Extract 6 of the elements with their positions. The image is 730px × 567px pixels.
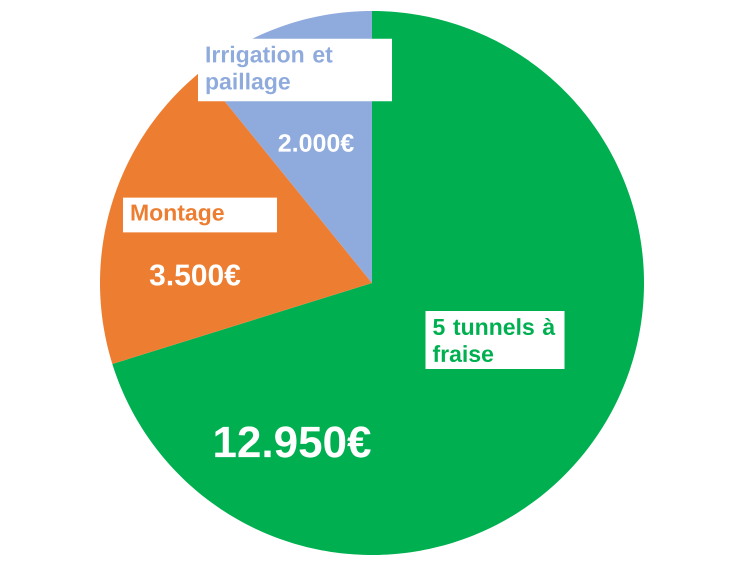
slice-label: 5 tunnels à fraise bbox=[432, 318, 556, 362]
data-label: 2.000€ bbox=[278, 134, 354, 152]
data-label: 3.500€ bbox=[150, 264, 240, 286]
slice-label: Montage bbox=[132, 204, 224, 226]
data-label: 12.950€ bbox=[215, 426, 371, 458]
slice-label: Irrigation et paillage bbox=[206, 46, 333, 94]
